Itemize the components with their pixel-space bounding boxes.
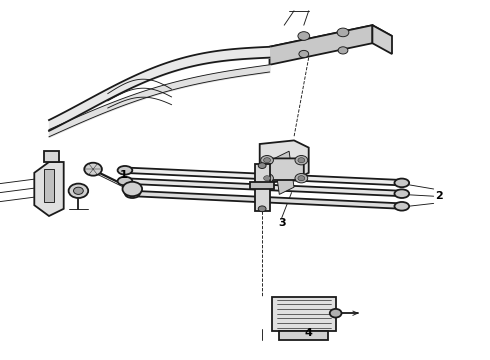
Polygon shape (372, 25, 392, 54)
Ellipse shape (394, 189, 409, 198)
Ellipse shape (295, 156, 308, 165)
Polygon shape (122, 178, 402, 196)
Ellipse shape (299, 50, 309, 58)
Polygon shape (279, 331, 328, 340)
Polygon shape (34, 162, 64, 216)
Ellipse shape (394, 179, 409, 187)
Ellipse shape (261, 174, 273, 183)
Ellipse shape (264, 158, 270, 163)
Ellipse shape (118, 177, 132, 185)
Ellipse shape (261, 156, 273, 165)
Ellipse shape (338, 47, 348, 54)
Ellipse shape (337, 28, 349, 37)
Ellipse shape (298, 176, 305, 181)
Text: 3: 3 (278, 218, 286, 228)
Polygon shape (272, 297, 336, 331)
Polygon shape (44, 169, 54, 202)
Polygon shape (250, 182, 274, 189)
Polygon shape (132, 191, 402, 209)
Polygon shape (270, 25, 372, 65)
Ellipse shape (74, 187, 83, 194)
Ellipse shape (258, 163, 266, 168)
Ellipse shape (330, 309, 342, 318)
Ellipse shape (298, 32, 310, 40)
Ellipse shape (394, 202, 409, 211)
Polygon shape (265, 158, 304, 180)
Polygon shape (270, 25, 392, 58)
Ellipse shape (258, 206, 266, 212)
Polygon shape (122, 167, 402, 185)
Polygon shape (274, 151, 294, 194)
Text: 4: 4 (305, 328, 313, 338)
Ellipse shape (84, 163, 102, 176)
Ellipse shape (264, 176, 270, 181)
Ellipse shape (122, 182, 142, 196)
Ellipse shape (69, 184, 88, 198)
Text: 1: 1 (120, 170, 128, 180)
Polygon shape (44, 151, 59, 162)
Ellipse shape (125, 189, 140, 198)
Polygon shape (255, 164, 270, 211)
Text: 2: 2 (435, 191, 442, 201)
Ellipse shape (295, 174, 308, 183)
Ellipse shape (118, 166, 132, 175)
Polygon shape (260, 140, 309, 184)
Ellipse shape (298, 158, 305, 163)
